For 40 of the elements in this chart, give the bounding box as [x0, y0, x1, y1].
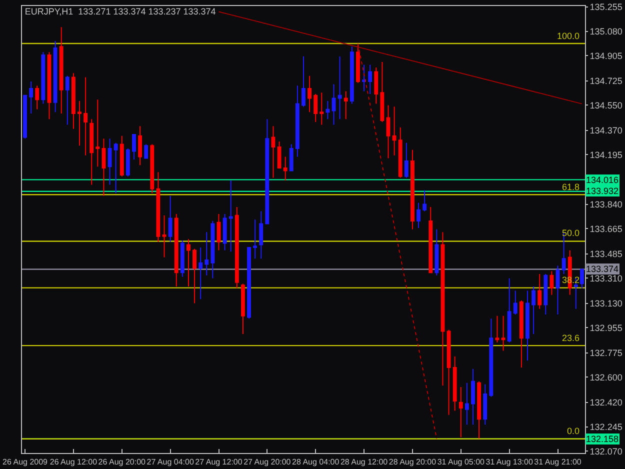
- ref-line-label: 132.158: [586, 434, 619, 444]
- x-tick-label: 26 Aug 20:00: [98, 458, 146, 467]
- y-tick-label: 134.195: [590, 150, 622, 160]
- y-tick-label: 133.310: [590, 273, 622, 284]
- y-tick-label: 133.485: [590, 248, 622, 259]
- y-tick-label: 133.665: [590, 224, 622, 234]
- y-tick-label: 133.130: [590, 298, 622, 308]
- x-tick-label: 31 Aug 13:00: [486, 458, 534, 467]
- y-tick-label: 134.550: [590, 100, 622, 110]
- y-tick-label: 135.080: [590, 26, 622, 36]
- x-tick-label: 28 Aug 12:00: [340, 458, 388, 467]
- x-tick-label: 27 Aug 04:00: [146, 458, 194, 467]
- x-tick-label: 31 Aug 05:00: [437, 458, 486, 467]
- annotation: 100.0: [557, 31, 580, 41]
- y-tick-label: 132.775: [590, 348, 622, 358]
- y-tick-label: 135.255: [590, 2, 622, 12]
- y-tick-label: 132.420: [590, 398, 622, 408]
- ref-line-label: 134.016: [586, 175, 619, 185]
- annotation: 61.8: [562, 182, 580, 192]
- y-tick-label: 132.600: [590, 372, 622, 382]
- y-tick-label: 133.840: [590, 199, 622, 210]
- x-tick-label: 26 Aug 12:00: [50, 458, 98, 467]
- y-tick-label: 134.905: [590, 50, 622, 61]
- y-tick-label: 134.725: [590, 76, 622, 86]
- annotation: 23.6: [562, 333, 580, 343]
- x-tick-label: 26 Aug 2009: [2, 458, 48, 467]
- y-tick-label: 134.370: [590, 125, 622, 136]
- annotation: 50.0: [562, 228, 580, 238]
- x-tick-label: 31 Aug 21:00: [534, 458, 582, 467]
- x-tick-label: 28 Aug 20:00: [388, 458, 437, 467]
- chart-title: EURJPY,H1 133.271 133.374 133.237 133.374: [24, 6, 216, 17]
- x-tick-label: 28 Aug 04:00: [292, 458, 340, 467]
- x-tick-label: 27 Aug 12:00: [195, 458, 243, 467]
- ref-line-label: 133.374: [586, 264, 619, 274]
- y-tick-label: 132.245: [590, 422, 622, 432]
- x-tick-label: 27 Aug 20:00: [244, 458, 292, 467]
- y-tick-label: 132.955: [590, 322, 622, 333]
- annotation: 0.0: [567, 426, 580, 436]
- ref-line-label: 133.932: [586, 186, 619, 196]
- y-tick-label: 132.070: [590, 446, 622, 456]
